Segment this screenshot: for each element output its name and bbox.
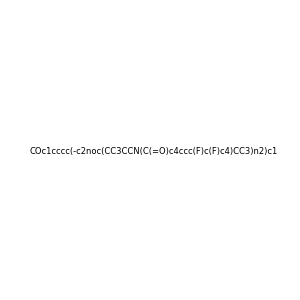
Text: COc1cccc(-c2noc(CC3CCN(C(=O)c4ccc(F)c(F)c4)CC3)n2)c1: COc1cccc(-c2noc(CC3CCN(C(=O)c4ccc(F)c(F)… — [30, 147, 278, 156]
